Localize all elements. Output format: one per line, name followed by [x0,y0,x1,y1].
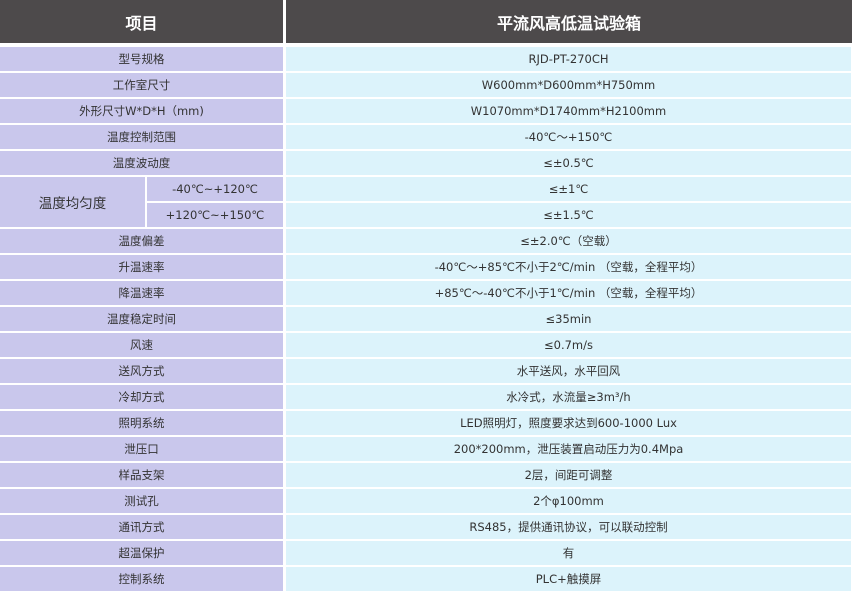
spec-label: 升温速率 [0,255,283,279]
spec-value: ≤0.7m/s [286,333,851,357]
spec-value: ≤35min [286,307,851,331]
spec-label: 照明系统 [0,411,283,435]
spec-label: 温度稳定时间 [0,307,283,331]
spec-label: 测试孔 [0,489,283,513]
spec-value: RS485，提供通讯协议，可以联动控制 [286,515,851,539]
spec-label: 降温速率 [0,281,283,305]
spec-label: 超温保护 [0,541,283,565]
table-header: 项目 平流风高低温试验箱 [0,0,852,43]
spec-label: 通讯方式 [0,515,283,539]
spec-label: 外形尺寸W*D*H（mm) [0,99,283,123]
uniformity-range: +120℃~+150℃ [147,203,283,227]
spec-value: -40℃～+150℃ [286,125,851,149]
spec-label: 送风方式 [0,359,283,383]
spec-value: ≤±0.5℃ [286,151,851,175]
spec-label: 样品支架 [0,463,283,487]
spec-value: 水冷式，水流量≥3m³/h [286,385,851,409]
spec-value: RJD-PT-270CH [286,47,851,71]
spec-table: 型号规格 RJD-PT-270CH 工作室尺寸 W600mm*D600mm*H750m… [0,47,852,591]
spec-label: 温度波动度 [0,151,283,175]
spec-label: 温度控制范围 [0,125,283,149]
spec-value: 2层，间距可调整 [286,463,851,487]
spec-value: ≤±2.0℃（空载） [286,229,851,253]
spec-value: -40℃～+85℃不小于2℃/min （空载，全程平均） [286,255,851,279]
spec-value: W600mm*D600mm*H750mm [286,73,851,97]
spec-value: 200*200mm，泄压装置启动压力为0.4Mpa [286,437,851,461]
spec-value: W1070mm*D1740mm*H2100mm [286,99,851,123]
spec-label: 风速 [0,333,283,357]
uniformity-label: 温度均匀度 [0,177,145,227]
spec-label: 泄压口 [0,437,283,461]
header-item: 项目 [0,0,283,43]
spec-label: 温度偏差 [0,229,283,253]
spec-label: 型号规格 [0,47,283,71]
spec-label: 冷却方式 [0,385,283,409]
header-product: 平流风高低温试验箱 [286,0,852,43]
spec-label: 工作室尺寸 [0,73,283,97]
spec-value: +85℃～-40℃不小于1℃/min （空载，全程平均） [286,281,851,305]
spec-value: LED照明灯，照度要求达到600-1000 Lux [286,411,851,435]
uniformity-value: ≤±1.5℃ [286,203,851,227]
spec-value: 水平送风，水平回风 [286,359,851,383]
spec-value: 有 [286,541,851,565]
uniformity-value: ≤±1℃ [286,177,851,201]
uniformity-range: -40℃~+120℃ [147,177,283,201]
spec-value: 2个φ100mm [286,489,851,513]
spec-label: 控制系统 [0,567,283,591]
spec-value: PLC+触摸屏 [286,567,851,591]
